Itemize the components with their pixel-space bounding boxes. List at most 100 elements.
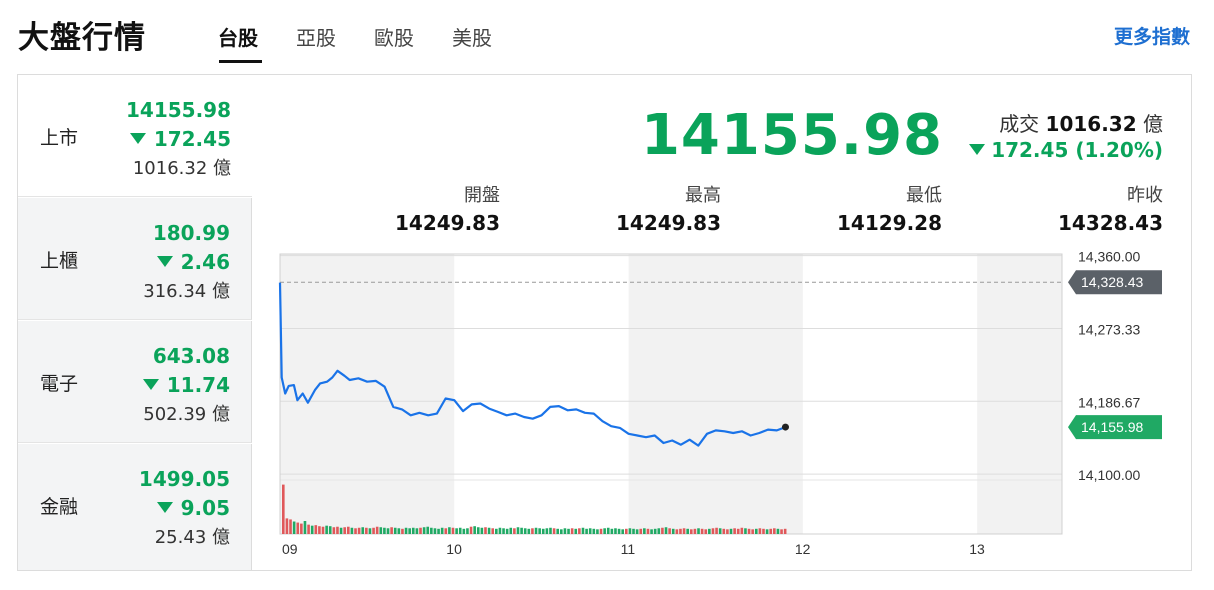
volume-bar [401,528,404,534]
volume-bar [664,527,668,534]
volume-bar [538,528,541,534]
hour-band [628,254,803,534]
volume-bar [422,527,426,534]
volume-bar [354,528,357,534]
index-item-otc[interactable]: 上櫃 180.99 2.46 316.34 億 [18,198,252,320]
prev-close-tag [1068,270,1162,295]
volume-bar [375,526,379,534]
volume-bar [585,528,588,534]
volume-bar [624,528,628,534]
volume-bar [686,528,689,534]
stat-label: 昨收 [1127,185,1163,206]
price-line [278,282,786,447]
volume-bar [430,527,433,534]
volume-bar [415,528,419,534]
page-title: 大盤行情 [18,20,146,56]
volume-bar [332,527,336,534]
volume-bar [451,527,455,534]
index-item-finance[interactable]: 金融 1499.05 9.05 25.43 億 [18,444,252,570]
index-change: 2.46 [156,250,230,274]
volume-bar [520,527,523,534]
tab-taiwan[interactable]: 台股 [218,0,296,64]
tab-asia[interactable]: 亞股 [296,26,336,50]
main-index-price: 14155.98 [640,103,943,168]
index-volume: 316.34 億 [143,281,230,302]
index-change-value: 2.46 [180,250,230,274]
volume-bar [596,529,599,534]
index-volume: 25.43 億 [154,527,230,548]
volume-bar [556,528,560,534]
volume-bar [718,528,722,534]
stat-value: 14129.28 [836,211,942,235]
volume-bar [473,526,476,534]
volume-bar [328,526,332,534]
volume-bar [581,527,585,534]
volume-bar [560,529,563,534]
volume-bar [346,526,350,534]
volume-bar [545,528,549,534]
tab-us[interactable]: 美股 [452,26,492,50]
y-tick-label: 14,273.33 [1078,321,1140,337]
volume-bar [653,528,657,534]
volume-bar [704,529,708,534]
volume-bar [744,528,747,534]
volume-bar [411,527,415,534]
volume-bar [516,527,520,534]
stat-low: 最低 14129.28 [802,181,942,235]
more-indices-link[interactable]: 更多指數 [1113,26,1190,48]
stat-high: 最高 14249.83 [581,181,721,235]
volume-bar [303,521,307,534]
volume-bar [437,528,440,534]
turnover-value: 1016.32 [1045,112,1137,136]
volume-bar [552,528,556,534]
volume-bar [379,527,383,534]
volume-bar [285,518,289,534]
volume-bar [715,527,718,534]
volume-bar [693,528,697,534]
volume-bar [567,528,570,534]
index-item-electronics[interactable]: 電子 643.08 11.74 502.39 億 [18,321,252,443]
hour-band [802,254,978,534]
stat-label: 開盤 [464,185,500,206]
volume-bar [531,528,534,534]
volume-bar [758,528,762,534]
index-price: 1499.05 [138,467,230,491]
down-triangle-icon [156,256,173,267]
volume-bar [318,526,321,534]
y-tick-label: 14,186.67 [1078,394,1140,410]
volume-bar [726,529,729,534]
index-item-listed[interactable]: 上市 14155.98 172.45 1016.32 億 [18,75,252,197]
volume-bar [751,529,754,534]
tab-europe[interactable]: 歐股 [374,26,414,50]
volume-bar [635,529,639,534]
index-change-value: 9.05 [180,496,230,520]
index-change: 11.74 [142,373,230,397]
index-name: 電子 [40,373,79,395]
volume-bar [282,484,285,534]
volume-bar [765,529,769,534]
volume-bar [614,528,617,534]
turnover-label: 成交 [999,112,1040,136]
volume-bar [397,528,401,534]
volume-bar [661,527,664,534]
volume-bar [372,527,375,534]
stat-open: 開盤 14249.83 [360,181,500,235]
index-change: 9.05 [156,496,230,520]
volume-bar [350,527,354,534]
volume-bar [675,529,679,534]
market-panel: 上市 14155.98 172.45 1016.32 億 上櫃 180.99 2… [17,74,1192,571]
x-tick-label: 09 [282,541,298,557]
volume-bar [762,528,765,534]
volume-bar [740,527,744,534]
volume-bar [527,528,531,534]
last-price-tag [1068,415,1162,440]
index-price: 643.08 [152,344,230,368]
volume-bar [404,527,408,534]
volume-bar [444,528,448,534]
volume-bar [617,528,621,534]
volume-bar [386,528,390,534]
volume-bar [722,528,726,534]
hour-band [280,254,455,534]
volume-bar [491,528,495,534]
